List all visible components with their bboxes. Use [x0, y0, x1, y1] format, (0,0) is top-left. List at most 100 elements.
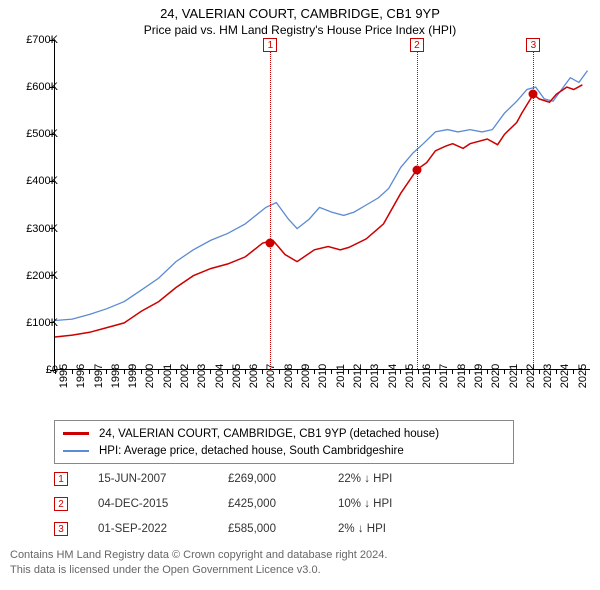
event-marker: [529, 90, 538, 99]
x-axis-label: 2003: [196, 364, 208, 388]
x-tick: [193, 369, 194, 374]
event-row-diff: 22% ↓ HPI: [338, 473, 448, 485]
y-axis-label: £300K: [8, 223, 58, 235]
event-row-number: 1: [54, 472, 68, 486]
x-tick: [124, 369, 125, 374]
x-axis-label: 2005: [231, 364, 243, 388]
x-tick: [400, 369, 401, 374]
x-axis-label: 2001: [162, 364, 174, 388]
y-axis-label: £600K: [8, 81, 58, 93]
x-tick: [348, 369, 349, 374]
legend-swatch: [63, 450, 89, 452]
x-axis-label: 2000: [144, 364, 156, 388]
x-tick: [106, 369, 107, 374]
x-axis-label: 2021: [508, 364, 520, 388]
x-tick: [383, 369, 384, 374]
x-axis-label: 2010: [317, 364, 329, 388]
x-tick: [158, 369, 159, 374]
x-axis-label: 2024: [559, 364, 571, 388]
event-number-box: 3: [526, 38, 540, 52]
x-axis-label: 2023: [542, 364, 554, 388]
event-number-box: 1: [263, 38, 277, 52]
x-tick: [418, 369, 419, 374]
event-vline: [417, 40, 418, 369]
chart-lines: [55, 40, 590, 369]
x-tick: [297, 369, 298, 374]
y-axis-label: £500K: [8, 128, 58, 140]
x-axis-label: 2020: [490, 364, 502, 388]
events-table: 1 15-JUN-2007£269,00022% ↓ HPI 2 04-DEC-201…: [54, 466, 554, 541]
event-row-diff: 10% ↓ HPI: [338, 498, 448, 510]
x-axis-label: 2019: [473, 364, 485, 388]
x-tick: [227, 369, 228, 374]
x-axis-label: 2016: [421, 364, 433, 388]
event-row-date: 01-SEP-2022: [98, 523, 228, 535]
x-axis-label: 1996: [75, 364, 87, 388]
x-tick: [435, 369, 436, 374]
x-axis-label: 2006: [248, 364, 260, 388]
x-axis-label: 2004: [214, 364, 226, 388]
series-price-line: [55, 85, 582, 337]
event-row: 1 15-JUN-2007£269,00022% ↓ HPI: [54, 466, 554, 491]
event-row-diff: 2% ↓ HPI: [338, 523, 448, 535]
x-tick: [314, 369, 315, 374]
x-axis-label: 2013: [369, 364, 381, 388]
y-axis-label: £700K: [8, 34, 58, 46]
x-axis-label: 2022: [525, 364, 537, 388]
event-row: 2 04-DEC-2015£425,00010% ↓ HPI: [54, 491, 554, 516]
x-tick: [539, 369, 540, 374]
chart-title: 24, VALERIAN COURT, CAMBRIDGE, CB1 9YP: [0, 6, 600, 21]
x-tick: [89, 369, 90, 374]
x-axis-label: 1995: [58, 364, 70, 388]
x-axis-label: 2002: [179, 364, 191, 388]
x-axis-label: 2012: [352, 364, 364, 388]
x-tick: [245, 369, 246, 374]
legend-row: HPI: Average price, detached house, Sout…: [63, 442, 505, 459]
event-row-price: £269,000: [228, 473, 338, 485]
event-row-price: £425,000: [228, 498, 338, 510]
event-number-box: 2: [410, 38, 424, 52]
x-tick: [487, 369, 488, 374]
x-axis-label: 1997: [93, 364, 105, 388]
event-row-date: 15-JUN-2007: [98, 473, 228, 485]
series-hpi-line: [55, 71, 588, 321]
x-tick: [469, 369, 470, 374]
x-tick: [210, 369, 211, 374]
x-axis-label: 2009: [300, 364, 312, 388]
x-axis-label: 1999: [127, 364, 139, 388]
x-tick: [331, 369, 332, 374]
x-axis-label: 2011: [335, 364, 347, 388]
x-tick: [556, 369, 557, 374]
x-tick: [262, 369, 263, 374]
x-tick: [72, 369, 73, 374]
y-axis-label: £0: [8, 364, 58, 376]
x-axis-label: 2025: [577, 364, 589, 388]
x-axis-label: 2015: [404, 364, 416, 388]
y-axis-label: £100K: [8, 317, 58, 329]
title-block: 24, VALERIAN COURT, CAMBRIDGE, CB1 9YP P…: [0, 0, 600, 37]
y-axis-label: £200K: [8, 270, 58, 282]
chart: 123 £0£100K£200K£300K£400K£500K£600K£700…: [0, 40, 600, 410]
chart-subtitle: Price paid vs. HM Land Registry's House …: [0, 23, 600, 37]
event-row: 301-SEP-2022£585,0002% ↓ HPI: [54, 516, 554, 541]
footer: Contains HM Land Registry data © Crown c…: [10, 548, 590, 578]
x-tick: [452, 369, 453, 374]
legend-swatch: [63, 432, 89, 435]
event-marker: [266, 239, 275, 248]
x-axis-label: 2014: [387, 364, 399, 388]
event-row-number: 2: [54, 497, 68, 511]
x-tick: [504, 369, 505, 374]
event-vline: [270, 40, 271, 369]
x-axis-label: 2017: [438, 364, 450, 388]
x-axis-label: 2008: [283, 364, 295, 388]
legend-row: 24, VALERIAN COURT, CAMBRIDGE, CB1 9YP (…: [63, 425, 505, 442]
y-axis-label: £400K: [8, 175, 58, 187]
x-tick: [573, 369, 574, 374]
event-row-number: 3: [54, 522, 68, 536]
plot-area: 1 2 3: [54, 40, 590, 370]
x-axis-label: 2007: [265, 364, 277, 388]
event-row-date: 04-DEC-2015: [98, 498, 228, 510]
x-tick: [279, 369, 280, 374]
event-marker: [412, 165, 421, 174]
legend-label: 24, VALERIAN COURT, CAMBRIDGE, CB1 9YP (…: [99, 428, 439, 440]
